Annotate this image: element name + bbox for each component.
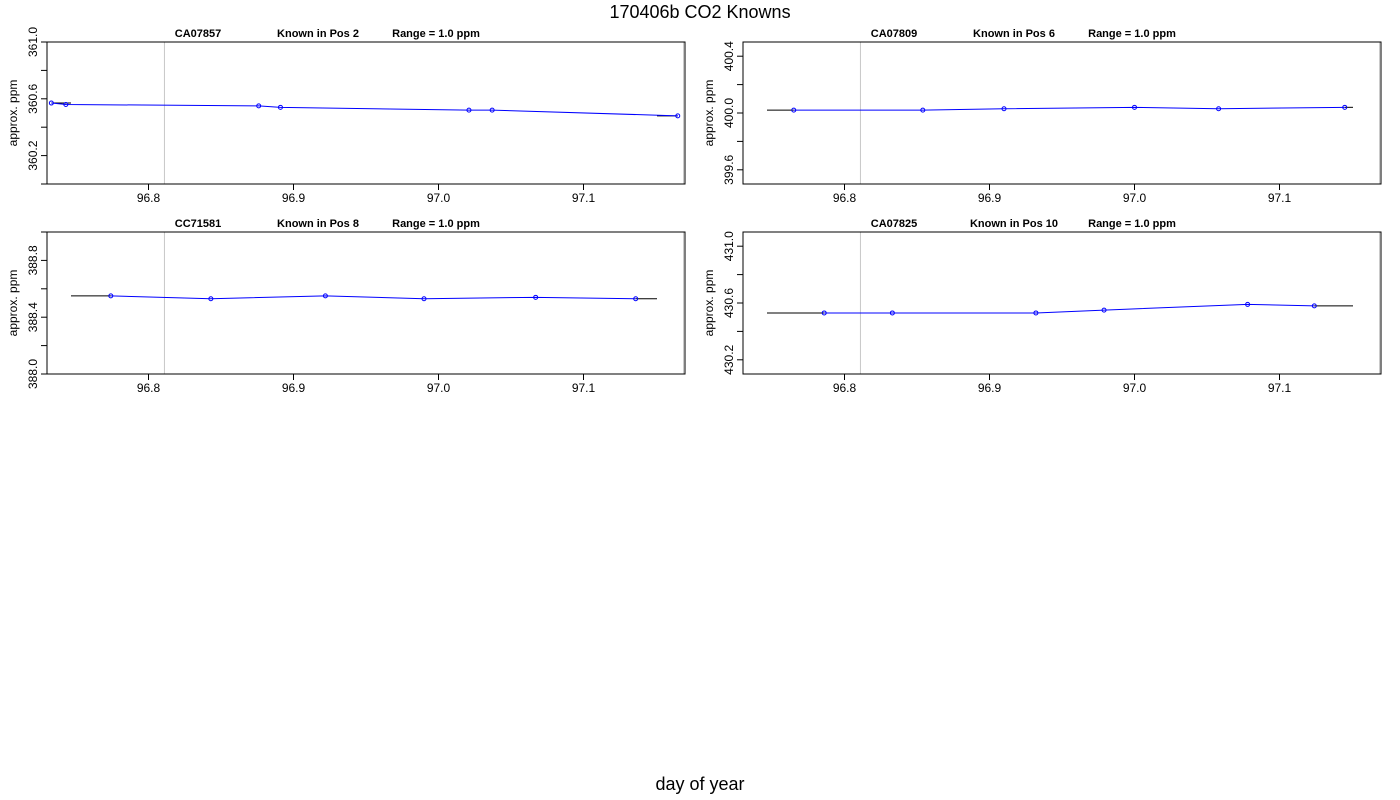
y-tick-label: 399.6 [722, 154, 736, 184]
series-line [51, 102, 678, 117]
y-tick-label: 430.6 [722, 288, 736, 318]
chart-panel-4: CA07825 Known in Pos 10 Range = 1.0 ppm 96.… [702, 218, 1382, 395]
panel-title-part: Known in Pos 6 [973, 28, 1055, 40]
data-point [1033, 310, 1039, 316]
data-point [533, 294, 539, 300]
data-point [421, 296, 427, 302]
panel-title-part: Range = 1.0 ppm [392, 28, 480, 40]
data-point [920, 107, 926, 113]
y-tick-label: 360.2 [26, 140, 40, 170]
data-point [108, 293, 114, 299]
data-point [791, 107, 797, 113]
y-tick-label: 388.0 [26, 359, 40, 389]
panel-title-part: CA07809 [871, 28, 917, 40]
x-tick-label: 97.1 [1268, 381, 1292, 395]
x-tick-label: 97.0 [427, 191, 451, 205]
x-tick-label: 96.9 [282, 191, 306, 205]
data-point [208, 296, 214, 302]
panel-title-part: Range = 1.0 ppm [392, 218, 480, 230]
panel-title-part: Range = 1.0 ppm [1088, 218, 1176, 230]
x-tick-label: 96.8 [137, 381, 161, 395]
y-tick-label: 400.4 [722, 41, 736, 71]
x-tick-label: 97.1 [572, 191, 596, 205]
series-line [793, 106, 1345, 111]
data-point [256, 103, 262, 109]
data-point [63, 101, 69, 107]
panel-title-part: CC71581 [175, 218, 221, 230]
data-point [1311, 303, 1317, 309]
x-tick-label: 96.9 [978, 381, 1002, 395]
data-point [633, 296, 639, 302]
data-point [1342, 104, 1348, 110]
y-tick-label: 360.6 [26, 83, 40, 113]
panel-title-part: Known in Pos 2 [277, 28, 359, 40]
data-point [889, 310, 895, 316]
x-tick-label: 96.8 [137, 191, 161, 205]
y-tick-label: 388.4 [26, 302, 40, 332]
x-tick-label: 96.8 [833, 191, 857, 205]
plot-frame [46, 231, 686, 375]
y-axis-label: approx. ppm [6, 270, 20, 337]
panel-title-part: Known in Pos 10 [970, 218, 1058, 230]
x-tick-label: 96.9 [282, 381, 306, 395]
data-point [675, 113, 681, 119]
data-point [48, 100, 54, 106]
y-axis-label: approx. ppm [702, 270, 716, 337]
x-tick-label: 96.8 [833, 381, 857, 395]
x-tick-label: 96.9 [978, 191, 1002, 205]
x-axis-title: day of year [655, 774, 745, 794]
y-tick-label: 388.8 [26, 245, 40, 275]
x-tick-label: 97.1 [1268, 191, 1292, 205]
panel-title-part: CA07857 [175, 28, 221, 40]
x-tick-label: 97.0 [427, 381, 451, 395]
x-tick-label: 97.0 [1123, 191, 1147, 205]
data-point [821, 310, 827, 316]
series-line [824, 303, 1315, 314]
y-tick-label: 361.0 [26, 27, 40, 57]
chart-panel-1: CA07857 Known in Pos 2 Range = 1.0 ppm 96.8… [6, 27, 686, 205]
panel-title-part: Known in Pos 8 [277, 218, 359, 230]
panel-title-part: CA07825 [871, 218, 917, 230]
plot-frame [742, 231, 1382, 375]
data-point [1216, 106, 1222, 112]
y-axis-label: approx. ppm [702, 80, 716, 147]
data-point [1101, 307, 1107, 313]
data-point [489, 107, 495, 113]
data-point [322, 293, 328, 299]
panel-title-part: Range = 1.0 ppm [1088, 28, 1176, 40]
plot-frame [742, 41, 1382, 185]
chart-panel-3: CC71581 Known in Pos 8 Range = 1.0 ppm 96.8… [6, 218, 686, 395]
chart-panel-2: CA07809 Known in Pos 6 Range = 1.0 ppm 96.8… [702, 28, 1382, 205]
data-point [466, 107, 472, 113]
y-tick-label: 400.0 [722, 98, 736, 128]
figure-title: 170406b CO2 Knowns [609, 2, 791, 22]
x-tick-label: 97.1 [572, 381, 596, 395]
data-point [1132, 104, 1137, 110]
data-point [1245, 301, 1251, 307]
y-axis-label: approx. ppm [6, 80, 20, 147]
data-point [1001, 106, 1007, 112]
x-tick-label: 97.0 [1123, 381, 1147, 395]
data-point [277, 104, 283, 110]
y-tick-label: 430.2 [722, 344, 736, 374]
y-tick-label: 431.0 [722, 231, 736, 261]
series-line [110, 295, 636, 300]
plot-frame [46, 41, 686, 185]
